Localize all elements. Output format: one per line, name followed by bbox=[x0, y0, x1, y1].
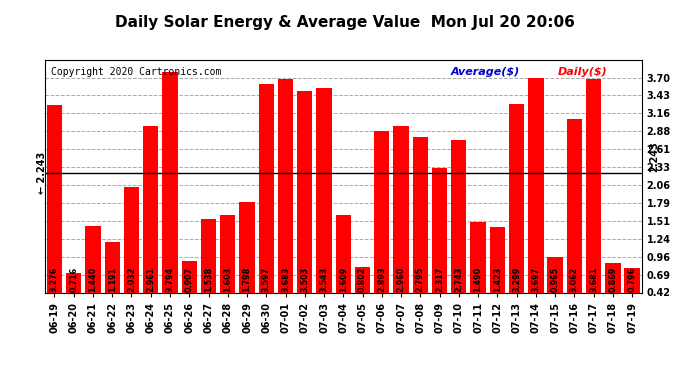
Text: 0.965: 0.965 bbox=[551, 267, 560, 292]
Text: 3.062: 3.062 bbox=[570, 267, 579, 292]
Bar bbox=[451, 140, 466, 292]
Bar bbox=[624, 268, 640, 292]
Text: 2.893: 2.893 bbox=[377, 267, 386, 292]
Bar bbox=[471, 222, 486, 292]
Text: 3.503: 3.503 bbox=[300, 267, 309, 292]
Text: 2.961: 2.961 bbox=[146, 267, 155, 292]
Text: 0.869: 0.869 bbox=[609, 267, 618, 292]
Text: 2.795: 2.795 bbox=[416, 267, 425, 292]
Bar bbox=[490, 227, 505, 292]
Bar bbox=[86, 226, 101, 292]
Text: 3.597: 3.597 bbox=[262, 267, 270, 292]
Text: 0.796: 0.796 bbox=[628, 267, 637, 292]
Text: 1.423: 1.423 bbox=[493, 267, 502, 292]
Text: Copyright 2020 Cartronics.com: Copyright 2020 Cartronics.com bbox=[51, 67, 221, 77]
Text: 3.683: 3.683 bbox=[281, 267, 290, 292]
Text: Daily($): Daily($) bbox=[558, 67, 608, 77]
Text: 0.802: 0.802 bbox=[358, 267, 367, 292]
Bar bbox=[586, 79, 601, 292]
Text: 3.794: 3.794 bbox=[166, 267, 175, 292]
Bar bbox=[374, 130, 389, 292]
Bar bbox=[259, 84, 274, 292]
Text: 3.299: 3.299 bbox=[512, 267, 521, 292]
Bar bbox=[566, 120, 582, 292]
Text: 0.907: 0.907 bbox=[185, 267, 194, 292]
Bar bbox=[47, 105, 62, 292]
Text: 3.681: 3.681 bbox=[589, 267, 598, 292]
Text: 1.490: 1.490 bbox=[473, 267, 482, 292]
Bar bbox=[432, 168, 447, 292]
Text: 2.317: 2.317 bbox=[435, 267, 444, 292]
Bar bbox=[413, 137, 428, 292]
Bar bbox=[124, 187, 139, 292]
Text: 1.440: 1.440 bbox=[88, 267, 97, 292]
Text: 2.743: 2.743 bbox=[454, 267, 463, 292]
Bar bbox=[509, 104, 524, 292]
Text: 3.543: 3.543 bbox=[319, 267, 328, 292]
Text: 0.716: 0.716 bbox=[69, 267, 78, 292]
Bar bbox=[316, 88, 332, 292]
Bar bbox=[278, 79, 293, 292]
Text: 2.960: 2.960 bbox=[397, 267, 406, 292]
Bar bbox=[297, 91, 313, 292]
Bar bbox=[393, 126, 408, 292]
Bar bbox=[105, 242, 120, 292]
Text: 1.798: 1.798 bbox=[242, 267, 252, 292]
Text: 1.609: 1.609 bbox=[339, 267, 348, 292]
Bar bbox=[605, 263, 620, 292]
Bar bbox=[335, 214, 351, 292]
Text: Average($): Average($) bbox=[451, 67, 520, 77]
Text: ← 2.243: ← 2.243 bbox=[37, 152, 47, 194]
Text: 2.243: 2.243 bbox=[649, 141, 660, 172]
Text: 3.276: 3.276 bbox=[50, 267, 59, 292]
Text: 1.603: 1.603 bbox=[224, 267, 233, 292]
Text: 1.191: 1.191 bbox=[108, 267, 117, 292]
Bar bbox=[201, 219, 216, 292]
Bar bbox=[355, 267, 371, 292]
Text: Daily Solar Energy & Average Value  Mon Jul 20 20:06: Daily Solar Energy & Average Value Mon J… bbox=[115, 15, 575, 30]
Bar bbox=[181, 261, 197, 292]
Text: 2.032: 2.032 bbox=[127, 267, 136, 292]
Bar bbox=[220, 215, 235, 292]
Bar bbox=[239, 202, 255, 292]
Bar bbox=[528, 78, 544, 292]
Text: 3.697: 3.697 bbox=[531, 267, 540, 292]
Bar bbox=[547, 257, 563, 292]
Text: 1.538: 1.538 bbox=[204, 267, 213, 292]
Bar bbox=[162, 72, 178, 292]
Bar bbox=[143, 126, 159, 292]
Bar bbox=[66, 273, 81, 292]
